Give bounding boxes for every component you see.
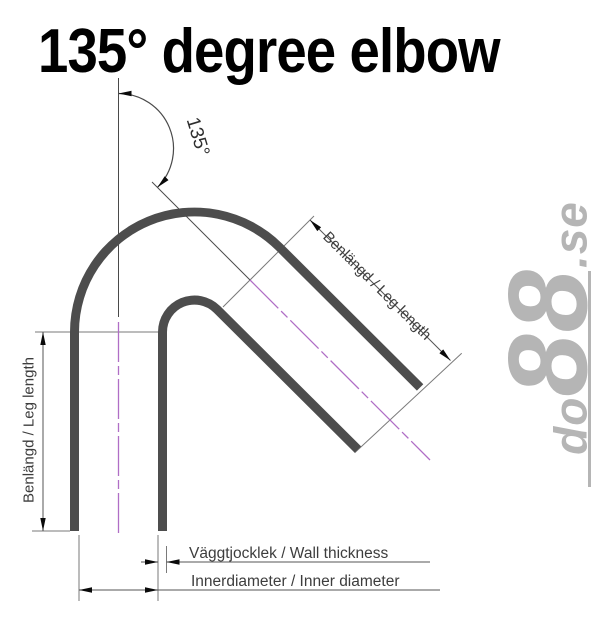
angle-arc	[118, 92, 175, 188]
logo-digits: 88	[485, 268, 600, 397]
arrowhead-icon	[439, 349, 451, 361]
angle-arms	[118, 78, 251, 317]
dimension-arrows	[40, 90, 451, 593]
arrowhead-icon	[310, 220, 322, 232]
logo-underline	[588, 271, 591, 487]
inner-diameter-label: Innerdiameter / Inner diameter	[191, 573, 400, 590]
wall-thickness-label: Väggtjocklek / Wall thickness	[189, 545, 389, 562]
arrowhead-icon	[40, 332, 46, 345]
logo-suffix: .se	[544, 201, 597, 269]
arrowhead-icon	[79, 587, 92, 593]
arrowhead-icon	[145, 587, 158, 593]
dimension-lines	[42, 219, 451, 591]
pipe-outer-wall	[70, 207, 424, 531]
page-title: 135° degree elbow	[38, 17, 501, 86]
pipe-inner-wall	[158, 295, 362, 531]
arrowhead-icon	[145, 559, 158, 565]
centerlines	[117, 279, 431, 537]
pipe-body	[70, 207, 424, 531]
arrowhead-icon	[40, 518, 46, 531]
arrowhead-icon	[157, 176, 169, 188]
arrowhead-icon	[118, 90, 132, 97]
do88-logo: do88.se	[484, 201, 600, 455]
extension-lines	[32, 215, 463, 601]
arrowhead-icon	[166, 559, 180, 565]
left-leg-length-label: Benlängd / Leg length	[20, 357, 38, 503]
